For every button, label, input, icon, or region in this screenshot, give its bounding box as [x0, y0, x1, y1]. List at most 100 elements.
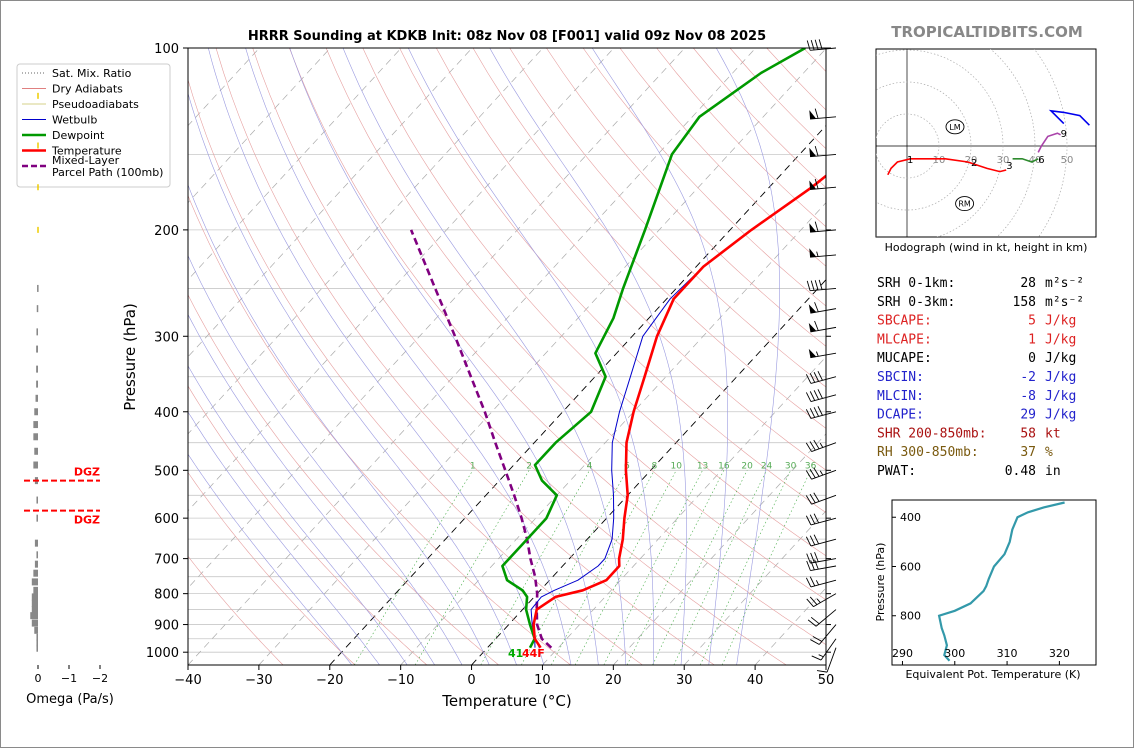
- legend-label: Sat. Mix. Ratio: [52, 67, 132, 80]
- stat-unit: in: [1045, 464, 1061, 479]
- isotherm-line: [188, 48, 615, 512]
- stat-label: SBCAPE:: [877, 314, 932, 329]
- stat-value: 1: [1028, 332, 1036, 347]
- dry-adiabat: [325, 48, 826, 601]
- pseudoadiabat: [208, 48, 545, 665]
- omega-bar: [33, 586, 38, 594]
- stat-label: SRH 0-1km:: [877, 276, 955, 291]
- skewt-x-ticks: −40 −30 −20 −10 0 10 20 30 40 50: [174, 665, 834, 688]
- isotherm-line: [188, 48, 331, 204]
- y-tick-label: 400: [154, 406, 179, 421]
- stat-value: -8: [1020, 389, 1036, 404]
- legend-item: Temperature: [22, 145, 122, 158]
- isotherm-line: [188, 48, 473, 358]
- stat-unit: J/kg: [1045, 314, 1076, 329]
- omega-bar: [34, 560, 38, 568]
- wind-barb: [805, 576, 837, 588]
- dry-adiabat: [188, 78, 643, 665]
- mixing-ratio-line: [480, 470, 590, 665]
- legend-box: [16, 63, 171, 188]
- pseudoadiabat: [289, 48, 599, 665]
- dry-adiabat: [188, 194, 571, 665]
- skewt-xlabel: Temperature (°C): [441, 692, 571, 710]
- hodograph-caption: Hodograph (wind in kt, height in km): [885, 241, 1088, 254]
- wind-barb: [809, 248, 837, 258]
- wind-barb: [809, 108, 837, 120]
- x-tick-label: 40: [747, 673, 764, 688]
- x-tick-label: 10: [534, 673, 551, 688]
- stat-label: SRH 0-3km:: [877, 295, 955, 310]
- mixing-ratio-line: [652, 470, 748, 665]
- omega-bar: [34, 408, 38, 416]
- omega-tick-label: 0: [35, 672, 42, 685]
- stat-row: MUCAPE: 0 J/kg: [877, 351, 1076, 366]
- omega-bar: [33, 461, 38, 469]
- pseudoadiabat: [408, 48, 654, 665]
- pseudoadiabat: [188, 411, 380, 665]
- wind-barb: [805, 389, 837, 402]
- hodograph-trace: [1048, 109, 1090, 126]
- theta-e-y-tick-label: 400: [900, 511, 921, 524]
- dry-adiabat: [252, 48, 787, 665]
- omega-bar: [36, 305, 39, 313]
- x-tick-label: 20: [605, 673, 622, 688]
- y-tick-label: 600: [154, 512, 179, 527]
- wind-barb: [808, 348, 837, 359]
- wind-barb: [808, 302, 837, 314]
- pseudoadiabat: [188, 92, 517, 665]
- stat-row: DCAPE: 29 J/kg: [877, 408, 1076, 423]
- dry-adiabat: [509, 48, 826, 388]
- y-tick-label: 200: [154, 224, 179, 239]
- legend-item: Wetbulb: [22, 114, 97, 127]
- pseudoadiabat: [591, 48, 729, 665]
- pseudoadiabat: [188, 453, 353, 665]
- wind-barb: [810, 624, 837, 645]
- theta-e-frame: [891, 499, 1097, 666]
- mixing-ratio-line: [521, 470, 628, 665]
- omega-bar: [31, 606, 38, 614]
- skewt-background-lines: 1 2 4 6 8 10 13 16 20 24 30 36: [188, 48, 826, 665]
- hodograph-trace: [1037, 132, 1061, 153]
- stat-unit: kt: [1045, 426, 1061, 441]
- stat-label: SBCIN:: [877, 370, 924, 385]
- omega-tick-label: −2: [92, 672, 108, 685]
- legend-item: Dry Adiabats: [22, 83, 123, 96]
- dry-adiabat: [472, 48, 826, 429]
- pseudoadiabat: [716, 48, 780, 665]
- pseudoadiabat: [245, 48, 572, 665]
- omega-bar: [35, 394, 38, 402]
- pseudoadiabat: [342, 48, 627, 665]
- y-tick-label: 700: [154, 553, 179, 568]
- stat-label: PWAT:: [877, 464, 916, 479]
- omega-bar: [36, 551, 38, 559]
- wind-barb: [816, 647, 837, 673]
- dgz-label: DGZ: [74, 466, 100, 479]
- legend-label: Dry Adiabats: [52, 83, 123, 96]
- omega-tick-label: −1: [61, 672, 77, 685]
- y-tick-label: 1000: [146, 646, 179, 661]
- stat-unit: J/kg: [1045, 408, 1076, 423]
- omega-bar: [36, 345, 38, 353]
- omega-bar: [36, 633, 38, 641]
- legend-item: Sat. Mix. Ratio: [22, 67, 132, 80]
- y-tick-label: 900: [154, 619, 179, 634]
- mixing-ratio-line: [414, 470, 530, 665]
- wind-barb: [805, 439, 837, 452]
- wind-barb: [805, 406, 837, 419]
- theta-e-y-tick-label: 600: [900, 560, 921, 573]
- omega-bar: [34, 626, 38, 634]
- skewt-y-ticks: 100 200 300 400 500 600 700 800 900 1000: [146, 42, 831, 661]
- skewt-ylabel: Pressure (hPa): [121, 303, 139, 411]
- omega-bar: [36, 496, 38, 504]
- wind-barb: [809, 178, 837, 190]
- stat-unit: J/kg: [1045, 370, 1076, 385]
- omega-bar: [31, 599, 38, 607]
- legend-label: Wetbulb: [52, 114, 97, 127]
- theta-e-x-tick-label: 300: [944, 647, 965, 660]
- wind-barb: [805, 534, 837, 547]
- stat-label: MLCAPE:: [877, 332, 932, 347]
- stat-row: SHR 200-850mb: 58 kt: [877, 426, 1061, 441]
- omega-bar: [34, 447, 38, 455]
